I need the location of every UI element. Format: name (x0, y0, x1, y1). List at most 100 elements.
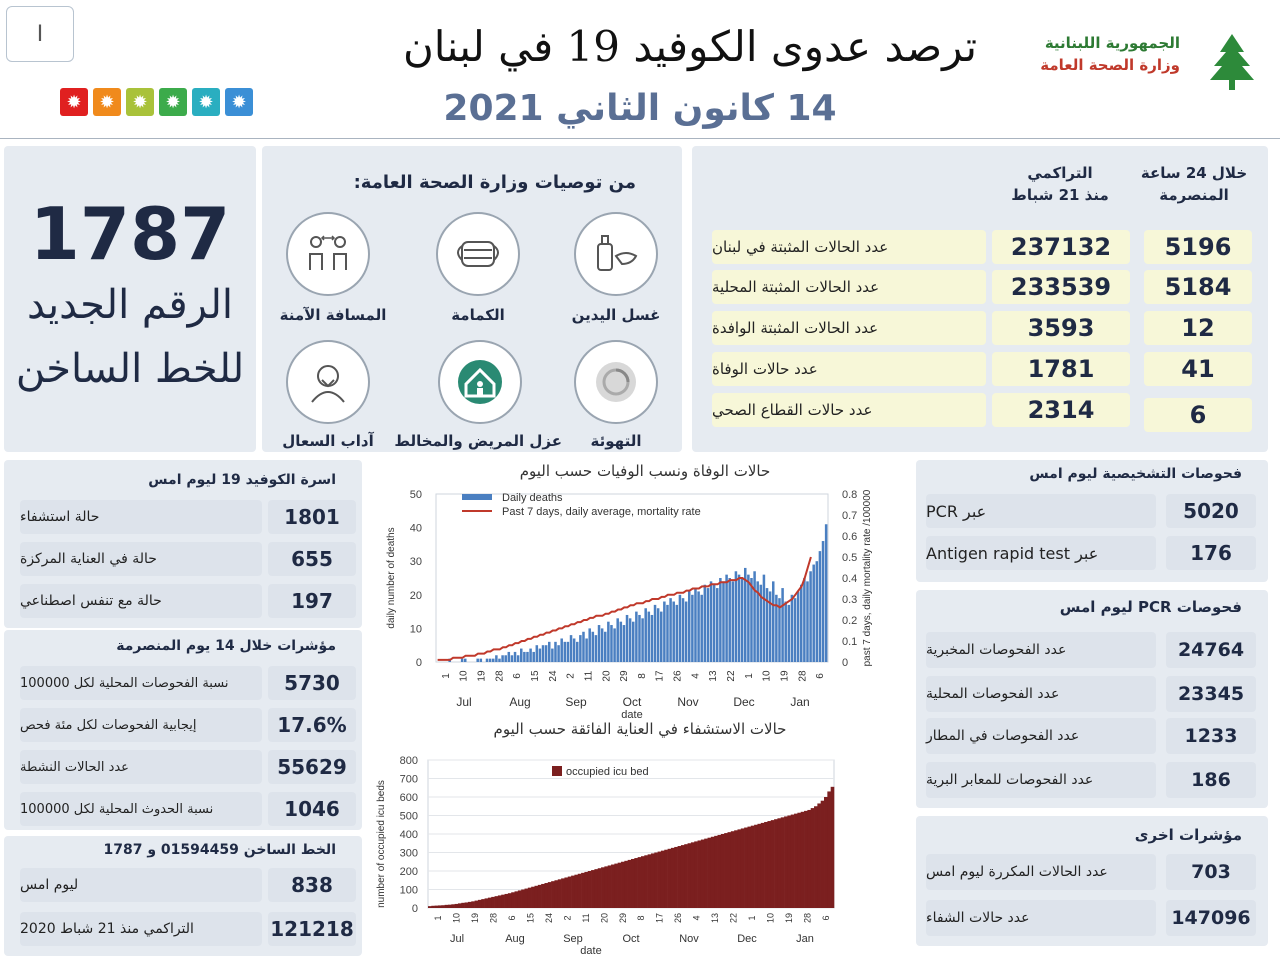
yellow-green-virus-icon: ✹ (126, 88, 154, 116)
icu-bar (544, 883, 549, 908)
pcr-value-1: 23345 (1166, 676, 1256, 712)
page-marker-box: I (6, 6, 74, 62)
icu-bar (521, 889, 525, 908)
deaths-bar (576, 641, 579, 662)
pcr-title: فحوصات PCR ليوم امس (1059, 598, 1242, 616)
deaths-bar (750, 578, 753, 662)
icu-bar (727, 832, 732, 908)
icu-bar (464, 902, 469, 908)
diagnostics-title: فحوصات التشخيصية ليوم امس (1029, 466, 1242, 482)
icu-bar (471, 901, 475, 908)
deaths-bar (579, 635, 582, 662)
icu-bar (557, 879, 562, 908)
hotline-calls-value-0: 838 (268, 868, 356, 902)
deaths-bar (818, 551, 822, 662)
pcr-label-1: عدد الفحوصات المحلية (926, 676, 1156, 712)
icu-bar (657, 851, 662, 908)
icu-bar (617, 862, 622, 908)
icu-bar (830, 786, 835, 908)
deaths-bar (784, 601, 787, 662)
icu-y-tick: 700 (400, 774, 418, 786)
case-daily-1: 5184 (1144, 270, 1252, 304)
legend-deaths-swatch (462, 494, 492, 500)
deaths-bar (809, 571, 812, 662)
deaths-bar (594, 635, 598, 662)
face-mask-icon (436, 212, 520, 296)
icu-bar (757, 823, 762, 908)
icu-bar (647, 854, 652, 908)
case-cum-2: 3593 (992, 311, 1130, 345)
icu-y-tick: 100 (400, 885, 418, 897)
deaths-bar (628, 618, 632, 662)
icu-bar (784, 816, 788, 908)
icu-bar (494, 896, 499, 908)
icu-day-tick: 4 (692, 915, 702, 920)
deaths-day-tick: 24 (548, 670, 559, 682)
icu-bar (744, 827, 748, 908)
icu-bar (511, 892, 515, 908)
deaths-day-tick: 19 (477, 670, 488, 682)
deaths-bar (548, 641, 551, 662)
deaths-bar (488, 658, 492, 662)
deaths-bar (495, 655, 498, 662)
deaths-bar (563, 641, 567, 662)
other-panel: مؤشرات اخرى عدد الحالات المكررة ليوم امس… (916, 816, 1268, 946)
icu-bar (454, 903, 459, 908)
icu-bar (584, 871, 589, 908)
deaths-day-tick: 4 (690, 673, 701, 679)
case-label-4: عدد حالات القطاع الصحي (712, 393, 986, 427)
icu-bar (467, 901, 472, 908)
deaths-bar (712, 584, 716, 662)
deaths-day-tick: 17 (655, 670, 666, 682)
icu-bar (507, 893, 512, 908)
icu-bar (611, 864, 615, 908)
icu-bar (730, 831, 735, 908)
pcr-label-2: عدد الفحوصات في المطار (926, 718, 1156, 754)
icu-bar (594, 869, 599, 908)
icu-bar (674, 846, 678, 908)
icu-bar (814, 806, 818, 908)
hotline-calls-title: الخط الساخن 01594459 و 1787 (103, 842, 337, 858)
deaths-x-axis-label: date (621, 709, 642, 721)
ministry-logo: الجمهورية اللبنانية وزارة الصحة العامة (1030, 30, 1270, 100)
col-24h-header-2: المنصرمة (1159, 186, 1229, 204)
icu-month-label: Oct (622, 933, 639, 945)
deaths-day-tick: 20 (601, 670, 612, 682)
deaths-bar (622, 625, 626, 662)
pcr-label-3: عدد الفحوصات للمعابر البرية (926, 762, 1156, 798)
deaths-bar (656, 608, 660, 662)
icu-bar (561, 878, 565, 908)
deaths-day-tick: 13 (708, 670, 719, 682)
other-label-0: عدد الحالات المكررة ليوم امس (926, 854, 1156, 890)
family-value-0: 1801 (268, 500, 356, 534)
deaths-bar (706, 588, 710, 662)
icu-y-tick: 600 (400, 792, 418, 804)
deaths-bar (607, 621, 610, 662)
hotline-calls-value-1: 121218 (268, 912, 356, 946)
other-value-0: 703 (1166, 854, 1256, 890)
deaths-day-tick: 28 (494, 670, 505, 682)
page-marker: I (36, 21, 44, 47)
icu-bar (794, 813, 798, 908)
deaths-day-tick: 15 (530, 670, 541, 682)
legend-icu-swatch (552, 766, 562, 776)
icu-bar (710, 836, 715, 908)
icu-day-tick: 24 (544, 913, 554, 923)
deaths-bar (759, 584, 763, 662)
icu-bar (604, 866, 609, 908)
deaths-bar (747, 574, 750, 662)
indicator-icons: ✹ ✹ ✹ ✹ ✹ ✹ (60, 88, 253, 116)
icu-bar (457, 903, 462, 908)
diagnostics-panel: فحوصات التشخيصية ليوم امس عبر PCR 5020 ع… (916, 460, 1268, 582)
deaths-month-label: Jul (456, 695, 471, 709)
col-cum-header-1: التراكمي (1027, 164, 1093, 182)
deaths-bar (775, 594, 778, 662)
icu-bar (531, 886, 535, 908)
icu-bar (770, 820, 775, 908)
pcr-panel: فحوصات PCR ليوم امس عدد الفحوصات المخبري… (916, 590, 1268, 808)
icu-bar (601, 867, 605, 908)
icu-bar (607, 865, 612, 908)
deaths-y-tick: 0 (416, 657, 422, 669)
ind14-value-2: 55629 (268, 750, 356, 784)
deaths-day-tick: 29 (619, 670, 630, 682)
